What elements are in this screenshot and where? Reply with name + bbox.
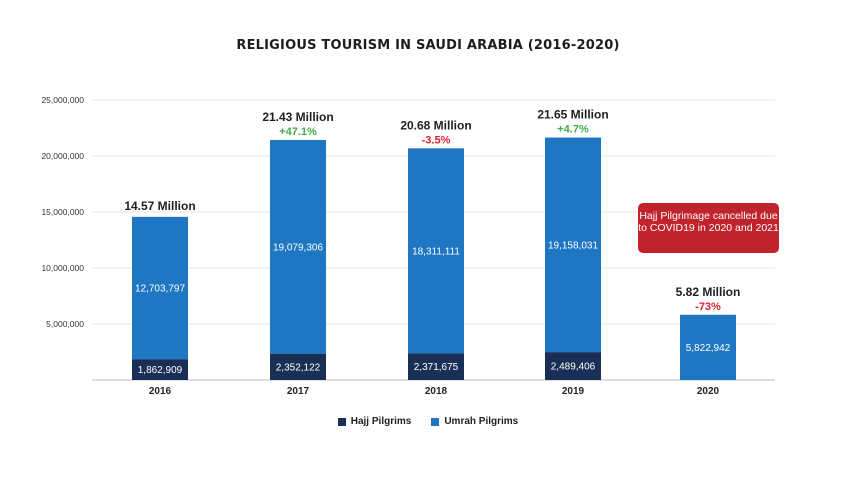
- legend-swatch-umrah: [431, 417, 440, 426]
- bar-hajj-2016: [132, 359, 188, 380]
- bar-umrah-2019: [545, 137, 601, 353]
- y-tick-label: 15,000,000: [41, 207, 84, 217]
- segment-value-label: 19,079,306: [273, 242, 323, 253]
- segment-value-label: 5,822,942: [686, 343, 731, 354]
- segment-value-label: 18,311,111: [412, 246, 460, 257]
- bar-umrah-2016: [132, 216, 188, 360]
- chart-title: RELIGIOUS TOURISM IN SAUDI ARABIA (2016-…: [236, 38, 620, 53]
- segment-value-label: 1,862,909: [138, 365, 183, 376]
- segment-value-label: 2,489,406: [551, 362, 596, 373]
- change-label: +4.7%: [557, 124, 589, 136]
- bar-labels: 1,862,909 12,703,797 14.57 Million 2,352,12…: [124, 108, 740, 377]
- y-tick-label: 20,000,000: [41, 151, 84, 161]
- bar-umrah-2018: [408, 148, 464, 354]
- change-label: -73%: [695, 301, 721, 313]
- total-label: 5.82 Million: [676, 285, 741, 299]
- total-label: 21.65 Million: [537, 108, 608, 122]
- x-tick-label: 2016: [149, 386, 172, 397]
- segment-value-label: 19,158,031: [548, 240, 598, 251]
- x-tick-label: 2019: [562, 386, 585, 397]
- legend-swatch-hajj: [337, 417, 346, 426]
- legend-label-umrah: Umrah Pilgrims: [444, 416, 519, 427]
- legend-label-hajj: Hajj Pilgrims: [350, 416, 412, 427]
- segment-value-label: 2,371,675: [414, 362, 459, 373]
- total-label: 14.57 Million: [124, 199, 195, 213]
- total-label: 20.68 Million: [400, 118, 471, 132]
- legend: Hajj Pilgrims Umrah Pilgrims: [0, 416, 856, 427]
- y-tick-label: 25,000,000: [41, 95, 84, 105]
- segment-value-label: 12,703,797: [135, 283, 185, 294]
- covid-annotation: Hajj Pilgrimage cancelled due to COVID19…: [638, 203, 779, 253]
- y-tick-label: 10,000,000: [41, 263, 84, 273]
- bar-hajj-2019: [545, 352, 601, 380]
- bars: [132, 137, 736, 380]
- segment-value-label: 2,352,122: [276, 362, 321, 373]
- x-axis-ticks: 2016 2017 2018 2019 2020: [149, 386, 720, 397]
- x-tick-label: 2020: [697, 386, 720, 397]
- bar-umrah-2017: [270, 139, 326, 354]
- legend-item-hajj: Hajj Pilgrims: [337, 416, 412, 427]
- y-axis-ticks: 5,000,000 10,000,000 15,000,000 20,000,000 2…: [41, 95, 84, 329]
- change-label: +47.1%: [279, 126, 317, 138]
- x-tick-label: 2017: [287, 386, 310, 397]
- legend-item-umrah: Umrah Pilgrims: [431, 416, 518, 427]
- change-label: -3.5%: [422, 134, 451, 146]
- x-tick-label: 2018: [425, 386, 448, 397]
- bar-hajj-2018: [408, 353, 464, 380]
- y-tick-label: 5,000,000: [46, 319, 84, 329]
- bar-umrah-2020: [680, 314, 736, 380]
- total-label: 21.43 Million: [262, 110, 333, 124]
- bar-hajj-2017: [270, 353, 326, 380]
